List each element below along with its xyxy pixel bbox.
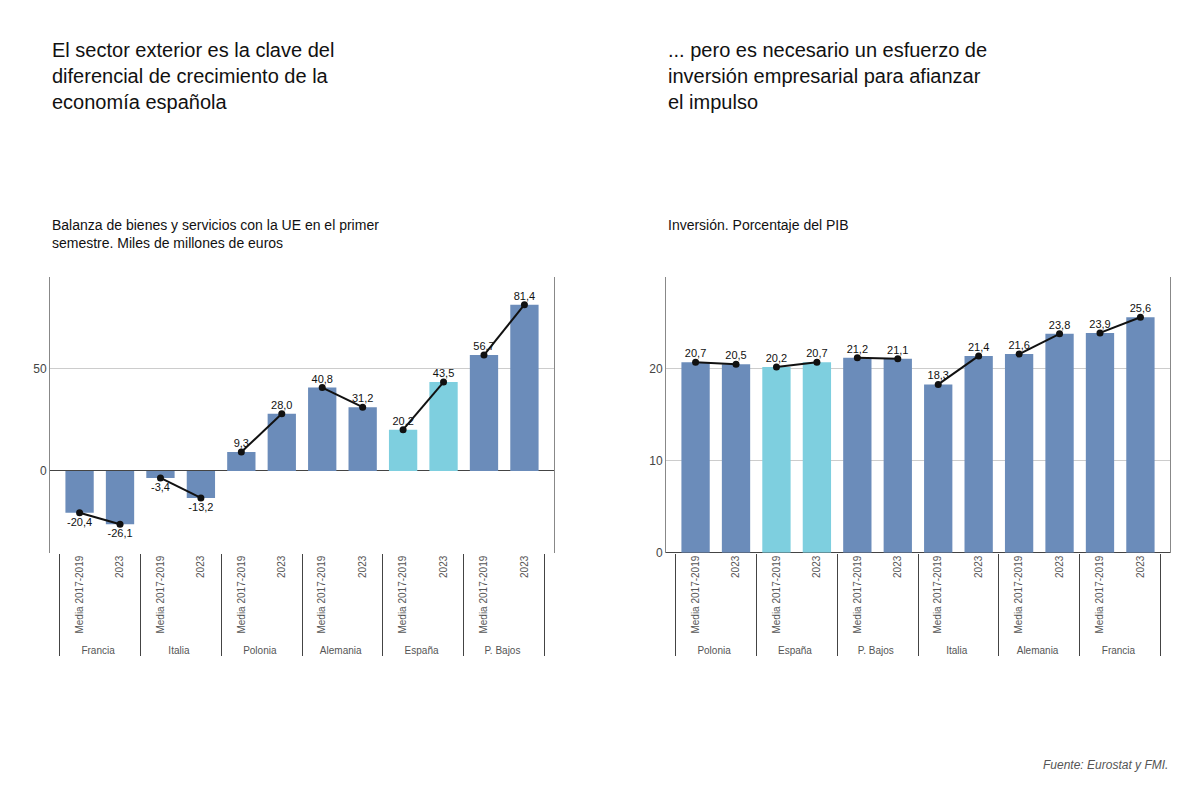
svg-text:-20,4: -20,4: [67, 516, 92, 528]
svg-text:18,3: 18,3: [928, 369, 949, 381]
svg-text:Media 2017-2019: Media 2017-2019: [1013, 555, 1024, 633]
svg-text:0: 0: [40, 464, 47, 478]
svg-text:P. Bajos: P. Bajos: [484, 645, 520, 656]
svg-text:Polonia: Polonia: [697, 645, 731, 656]
svg-text:10: 10: [649, 454, 663, 468]
svg-text:43,5: 43,5: [433, 367, 454, 379]
svg-text:Media 2017-2019: Media 2017-2019: [478, 555, 489, 633]
svg-text:Fuente: Eurostat y FMI.: Fuente: Eurostat y FMI.: [1043, 758, 1168, 772]
svg-text:31,2: 31,2: [352, 392, 373, 404]
svg-text:20: 20: [649, 362, 663, 376]
svg-text:2023: 2023: [114, 555, 125, 578]
svg-text:... pero es necesario un esfue: ... pero es necesario un esfuerzo deinve…: [668, 39, 987, 113]
svg-text:Francia: Francia: [81, 645, 115, 656]
svg-text:2023: 2023: [892, 555, 903, 578]
svg-text:P. Bajos: P. Bajos: [858, 645, 894, 656]
svg-text:21,6: 21,6: [1008, 339, 1029, 351]
svg-text:2023: 2023: [438, 555, 449, 578]
svg-text:Alemania: Alemania: [1017, 645, 1059, 656]
svg-text:20,7: 20,7: [806, 347, 827, 359]
svg-text:20,2: 20,2: [392, 415, 413, 427]
svg-text:Media 2017-2019: Media 2017-2019: [74, 555, 85, 633]
svg-text:Italia: Italia: [168, 645, 190, 656]
svg-text:Italia: Italia: [946, 645, 968, 656]
svg-text:21,2: 21,2: [847, 343, 868, 355]
svg-text:-26,1: -26,1: [107, 527, 132, 539]
svg-text:Media 2017-2019: Media 2017-2019: [852, 555, 863, 633]
svg-text:40,8: 40,8: [312, 373, 333, 385]
svg-text:20,7: 20,7: [685, 347, 706, 359]
svg-text:2023: 2023: [973, 555, 984, 578]
svg-text:Media 2017-2019: Media 2017-2019: [316, 555, 327, 633]
svg-text:0: 0: [656, 546, 663, 560]
svg-text:El sector exterior es la clave: El sector exterior es la clave deldifere…: [52, 39, 334, 113]
svg-text:20,2: 20,2: [766, 352, 787, 364]
svg-text:2023: 2023: [1135, 555, 1146, 578]
svg-text:Polonia: Polonia: [243, 645, 277, 656]
svg-text:España: España: [405, 645, 439, 656]
svg-text:21,4: 21,4: [968, 341, 989, 353]
svg-text:20,5: 20,5: [725, 349, 746, 361]
svg-text:Balanza de bienes y servicios: Balanza de bienes y servicios con la UE …: [52, 217, 379, 251]
svg-text:2023: 2023: [1054, 555, 1065, 578]
svg-text:Media 2017-2019: Media 2017-2019: [236, 555, 247, 633]
svg-text:Media 2017-2019: Media 2017-2019: [1094, 555, 1105, 633]
svg-text:21,1: 21,1: [887, 344, 908, 356]
svg-text:Media 2017-2019: Media 2017-2019: [397, 555, 408, 633]
svg-text:2023: 2023: [811, 555, 822, 578]
svg-text:25,6: 25,6: [1130, 302, 1151, 314]
svg-text:28,0: 28,0: [271, 399, 292, 411]
svg-text:Inversión. Porcentaje del PIB: Inversión. Porcentaje del PIB: [668, 217, 849, 233]
svg-text:23,9: 23,9: [1089, 318, 1110, 330]
svg-text:2023: 2023: [276, 555, 287, 578]
svg-text:81,4: 81,4: [514, 290, 535, 302]
svg-text:Media 2017-2019: Media 2017-2019: [155, 555, 166, 633]
svg-text:2023: 2023: [357, 555, 368, 578]
svg-text:Media 2017-2019: Media 2017-2019: [771, 555, 782, 633]
svg-text:Francia: Francia: [1102, 645, 1136, 656]
svg-text:2023: 2023: [730, 555, 741, 578]
svg-text:23,8: 23,8: [1049, 319, 1070, 331]
svg-text:España: España: [778, 645, 812, 656]
svg-text:Alemania: Alemania: [320, 645, 362, 656]
svg-text:-3,4: -3,4: [151, 481, 170, 493]
svg-text:2023: 2023: [519, 555, 530, 578]
svg-text:56,7: 56,7: [473, 340, 494, 352]
svg-text:Media 2017-2019: Media 2017-2019: [690, 555, 701, 633]
svg-text:50: 50: [33, 362, 47, 376]
svg-text:2023: 2023: [195, 555, 206, 578]
svg-text:-13,2: -13,2: [188, 501, 213, 513]
svg-text:Media 2017-2019: Media 2017-2019: [932, 555, 943, 633]
svg-text:9,3: 9,3: [234, 437, 249, 449]
